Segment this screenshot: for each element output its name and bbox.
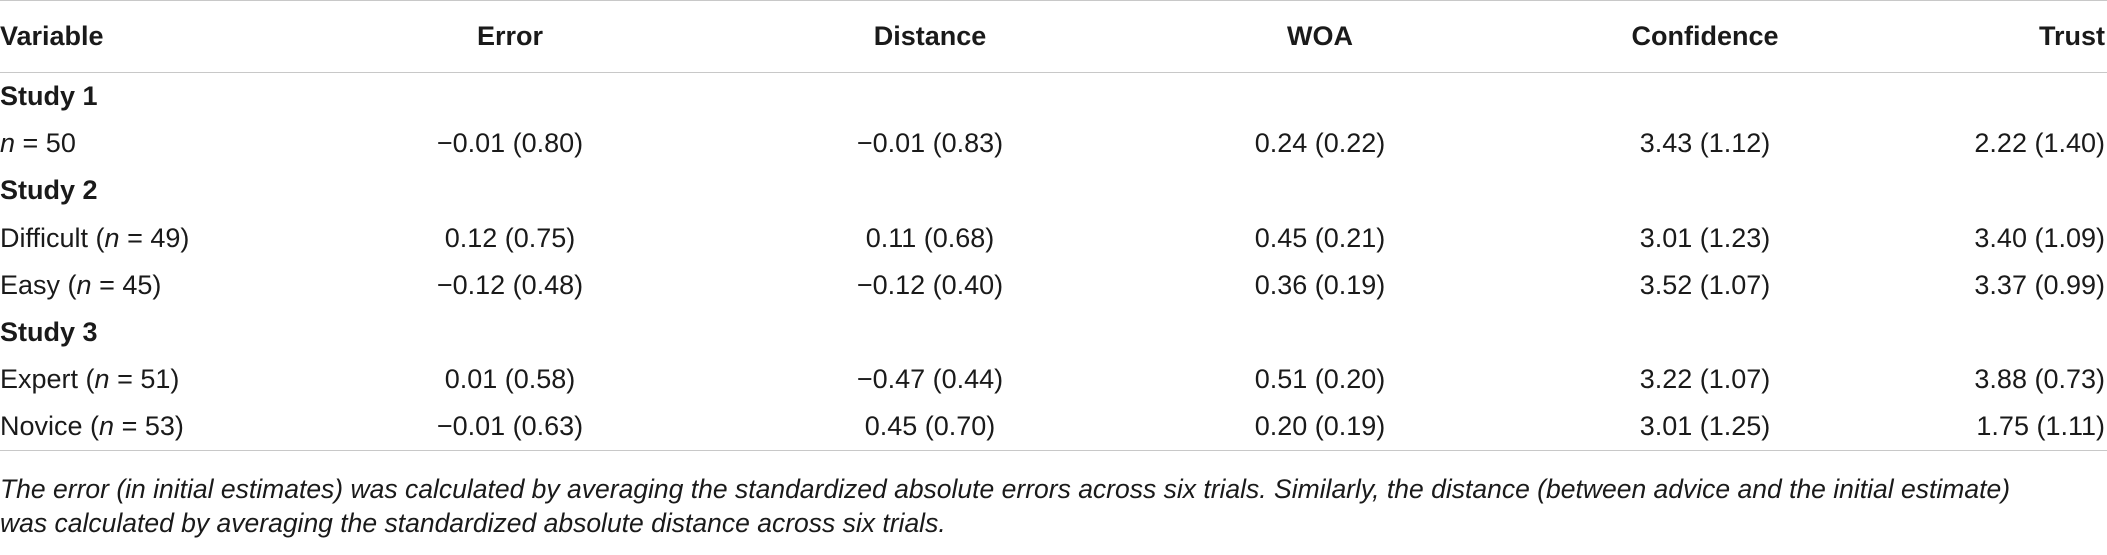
header-error: Error	[290, 0, 730, 73]
group-row-study-2: Study 2	[0, 167, 2107, 214]
table-row: Difficult (n = 49) 0.12 (0.75) 0.11 (0.6…	[0, 214, 2107, 261]
cell-trust: 3.40 (1.09)	[1974, 222, 2105, 253]
footnote-line-1: The error (in initial estimates) was cal…	[0, 474, 2011, 504]
header-trust: Trust	[1900, 0, 2107, 73]
cell-confidence: 3.01 (1.25)	[1510, 403, 1900, 452]
cell-distance: −0.12 (0.40)	[856, 269, 1004, 300]
row-label: Expert (n = 51)	[0, 356, 290, 403]
cell-distance: −0.47 (0.44)	[856, 364, 1004, 395]
cell-distance: 0.45 (0.70)	[730, 403, 1130, 452]
row-label-suffix: )	[170, 364, 180, 395]
cell-woa: 0.24 (0.22)	[1254, 127, 1386, 158]
results-table-container: Variable Error Distance WOA Confidence T…	[0, 0, 2107, 452]
row-label-n: n = 53	[99, 411, 175, 442]
cell-confidence: 3.22 (1.07)	[1639, 364, 1771, 395]
row-label-prefix: Expert (	[0, 364, 95, 395]
row-label-suffix: )	[152, 269, 162, 300]
n-symbol: n	[0, 127, 16, 158]
footnote-line-2: was calculated by averaging the standard…	[0, 508, 946, 538]
n-symbol: n	[99, 411, 115, 442]
cell-trust: 3.37 (0.99)	[1974, 269, 2105, 300]
header-variable: Variable	[0, 0, 290, 73]
group-title: Study 1	[0, 80, 98, 111]
n-symbol: n	[104, 222, 120, 253]
table-row: Easy (n = 45) −0.12 (0.48) −0.12 (0.40) …	[0, 262, 2107, 309]
group-row-study-1: Study 1	[0, 73, 2107, 120]
cell-woa: 0.20 (0.19)	[1130, 403, 1510, 452]
table-row: n = 50 −0.01 (0.80) −0.01 (0.83) 0.24 (0…	[0, 120, 2107, 167]
row-label-suffix: )	[180, 222, 190, 253]
cell-error: 0.12 (0.75)	[444, 222, 576, 253]
n-symbol: n	[76, 269, 92, 300]
cell-confidence: 3.52 (1.07)	[1639, 269, 1771, 300]
cell-distance: 0.11 (0.68)	[865, 222, 995, 253]
header-confidence: Confidence	[1510, 0, 1900, 73]
row-label-prefix: Novice (	[0, 411, 100, 442]
row-label-n: n = 45	[76, 269, 153, 300]
cell-error: 0.01 (0.58)	[444, 364, 576, 395]
row-label-prefix: Easy (	[0, 269, 77, 300]
table-footnote: The error (in initial estimates) was cal…	[0, 472, 2100, 540]
row-label: Difficult (n = 49)	[0, 214, 290, 261]
cell-trust: 1.75 (1.11)	[1900, 403, 2107, 452]
row-label-n: n = 50	[0, 127, 76, 158]
table-header-row: Variable Error Distance WOA Confidence T…	[0, 0, 2107, 73]
row-label: n = 50	[0, 120, 290, 167]
row-label: Novice (n = 53)	[0, 403, 290, 452]
cell-woa: 0.45 (0.21)	[1254, 222, 1386, 253]
header-distance: Distance	[730, 0, 1130, 73]
row-label: Easy (n = 45)	[0, 262, 290, 309]
cell-trust: 2.22 (1.40)	[1974, 127, 2105, 158]
row-label-n: n = 51	[94, 364, 171, 395]
cell-woa: 0.51 (0.20)	[1254, 364, 1386, 395]
row-label-suffix: )	[174, 411, 184, 442]
cell-error: −0.01 (0.80)	[436, 127, 584, 158]
header-woa: WOA	[1130, 0, 1510, 73]
cell-error: −0.01 (0.63)	[290, 403, 730, 452]
row-label-n: n = 49	[104, 222, 181, 253]
table-row: Novice (n = 53) −0.01 (0.63) 0.45 (0.70)…	[0, 403, 2107, 452]
n-symbol: n	[94, 364, 110, 395]
cell-distance: −0.01 (0.83)	[856, 127, 1004, 158]
group-title: Study 2	[0, 175, 98, 206]
table-row: Expert (n = 51) 0.01 (0.58) −0.47 (0.44)…	[0, 356, 2107, 403]
cell-confidence: 3.43 (1.12)	[1639, 127, 1771, 158]
cell-error: −0.12 (0.48)	[436, 269, 584, 300]
results-table: Variable Error Distance WOA Confidence T…	[0, 0, 2107, 452]
cell-confidence: 3.01 (1.23)	[1639, 222, 1771, 253]
group-title: Study 3	[0, 317, 98, 348]
cell-woa: 0.36 (0.19)	[1254, 269, 1386, 300]
cell-trust: 3.88 (0.73)	[1974, 364, 2105, 395]
group-row-study-3: Study 3	[0, 309, 2107, 356]
row-label-prefix: Difficult (	[0, 222, 105, 253]
